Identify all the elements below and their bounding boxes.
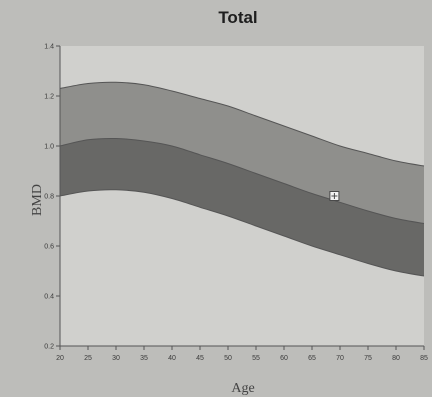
middle-band-edge — [59, 137, 425, 224]
lower-band — [60, 138, 424, 276]
x-tick-label: 45 — [196, 355, 204, 362]
x-tick-label: 25 — [84, 355, 92, 362]
y-tick-label: 1.2 — [44, 94, 54, 101]
y-axis-label: BMD — [30, 184, 45, 216]
y-tick-label: 1.0 — [44, 144, 54, 151]
lower-band-edge — [59, 189, 425, 277]
y-tick-label: 0.8 — [44, 194, 54, 201]
y-tick-label: 0.6 — [44, 244, 54, 251]
x-tick-label: 75 — [364, 355, 372, 362]
x-tick-label: 85 — [420, 355, 428, 362]
upper-band-edge — [59, 81, 425, 167]
y-tick-label: 0.4 — [44, 294, 54, 301]
x-tick-label: 65 — [308, 355, 316, 362]
y-tick-label: 1.4 — [44, 44, 54, 51]
axes: 0.2 0.4 0.6 0.8 1.0 1.2 1.4 20 25 30 35 40 45 50 55 60 6… — [44, 44, 428, 363]
reference-bands — [59, 81, 425, 277]
x-axis-label: Age — [231, 381, 254, 396]
x-tick-label: 80 — [392, 355, 400, 362]
x-tick-label: 20 — [56, 355, 64, 362]
x-tick-label: 40 — [168, 355, 176, 362]
x-tick-label: 30 — [112, 355, 120, 362]
y-tick-label: 0.2 — [44, 344, 54, 351]
x-tick-label: 50 — [224, 355, 232, 362]
x-tick-label: 70 — [336, 355, 344, 362]
x-tick-label: 35 — [140, 355, 148, 362]
x-tick-label: 55 — [252, 355, 260, 362]
chart-title: Total — [218, 8, 257, 27]
patient-points — [329, 191, 340, 201]
x-tick-label: 60 — [280, 355, 288, 362]
upper-band — [60, 82, 424, 224]
